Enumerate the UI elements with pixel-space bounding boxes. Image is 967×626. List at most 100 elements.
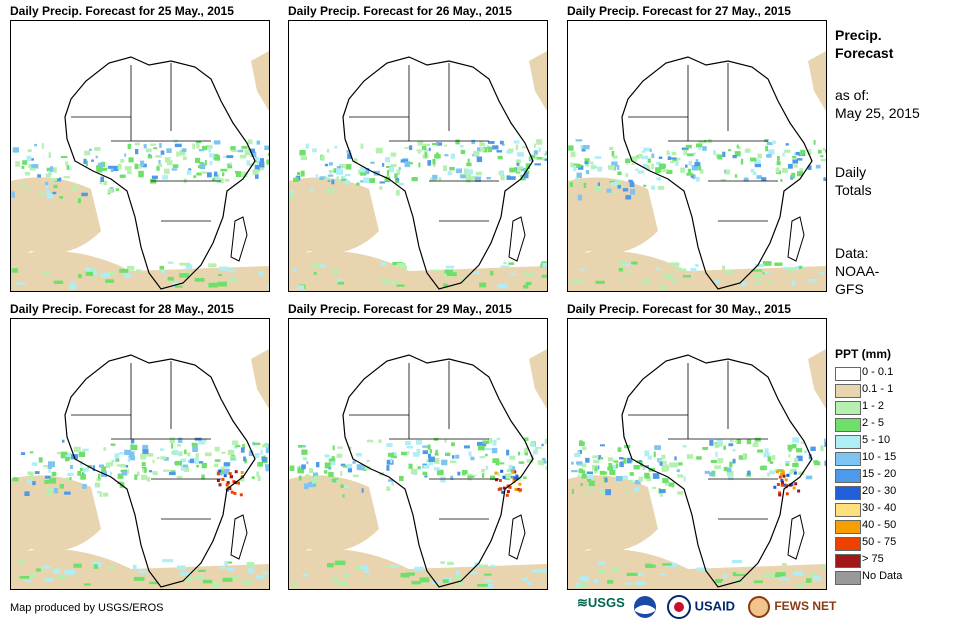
rain-cell bbox=[344, 485, 350, 488]
rain-cell bbox=[340, 484, 344, 489]
rain-cell bbox=[24, 491, 30, 496]
rain-cell bbox=[456, 168, 462, 174]
heavy-rain-cell bbox=[494, 471, 498, 475]
rain-cell bbox=[324, 470, 328, 474]
rain-cell bbox=[633, 487, 640, 492]
rain-cell bbox=[659, 285, 667, 289]
rain-cell bbox=[509, 273, 516, 276]
precip-map bbox=[10, 20, 270, 292]
rain-cell bbox=[124, 449, 132, 456]
rain-cell bbox=[492, 145, 499, 150]
rain-cell bbox=[254, 157, 260, 161]
rain-cell bbox=[96, 166, 103, 173]
ocean-dry-area bbox=[568, 251, 826, 291]
rain-cell bbox=[379, 186, 383, 190]
rain-cell bbox=[244, 149, 251, 156]
rain-cell bbox=[475, 171, 482, 176]
heavy-rain-cell bbox=[515, 474, 519, 478]
rain-cell bbox=[57, 575, 67, 580]
rain-cell bbox=[754, 160, 761, 166]
rain-cell bbox=[396, 169, 401, 176]
rain-cell bbox=[467, 473, 473, 477]
rain-cell bbox=[402, 158, 409, 161]
rain-cell bbox=[250, 151, 257, 157]
rain-cell bbox=[656, 161, 661, 165]
rain-cell bbox=[31, 462, 38, 466]
rain-cell bbox=[52, 191, 57, 195]
rain-cell bbox=[206, 144, 213, 149]
rain-cell bbox=[141, 462, 146, 467]
rain-cell bbox=[575, 177, 579, 183]
rain-cell bbox=[82, 468, 89, 472]
rain-cell bbox=[447, 171, 452, 176]
heavy-rain-cell bbox=[506, 490, 510, 494]
rain-cell bbox=[222, 172, 225, 177]
rain-cell bbox=[732, 449, 736, 452]
rain-cell bbox=[695, 264, 699, 267]
rain-cell bbox=[805, 578, 812, 583]
rain-cell bbox=[95, 155, 98, 159]
rain-cell bbox=[146, 453, 154, 457]
rain-cell bbox=[581, 180, 584, 183]
rain-cell bbox=[577, 194, 582, 201]
ocean-dry-area bbox=[11, 177, 101, 261]
rain-cell bbox=[360, 464, 365, 467]
rain-cell bbox=[651, 153, 655, 158]
rain-cell bbox=[184, 577, 191, 582]
rain-cell bbox=[150, 143, 156, 146]
noaa-logo bbox=[633, 595, 657, 619]
rain-cell bbox=[625, 582, 632, 586]
rain-cell bbox=[229, 456, 236, 459]
rain-cell bbox=[247, 139, 253, 145]
rain-cell bbox=[227, 449, 235, 456]
rain-cell bbox=[667, 156, 671, 160]
rain-cell bbox=[108, 461, 113, 467]
rain-cell bbox=[386, 443, 393, 447]
rain-cell bbox=[63, 176, 70, 179]
rain-cell bbox=[524, 170, 530, 174]
rain-cell bbox=[597, 166, 603, 172]
rain-cell bbox=[328, 170, 334, 173]
rain-cell bbox=[585, 457, 590, 463]
rain-cell bbox=[646, 164, 650, 170]
legend-label: 1 - 2 bbox=[862, 400, 885, 412]
rain-cell bbox=[61, 451, 68, 455]
heavy-rain-cell bbox=[782, 474, 786, 478]
rain-cell bbox=[753, 282, 762, 285]
rain-cell bbox=[140, 457, 146, 460]
rain-cell bbox=[432, 143, 439, 146]
rain-cell bbox=[110, 443, 116, 446]
sidebar-asof: as of: May 25, 2015 bbox=[835, 86, 920, 122]
usgs-wave-icon: ≋ bbox=[577, 595, 588, 610]
rain-cell bbox=[608, 463, 613, 469]
rain-cell bbox=[263, 455, 266, 458]
rain-cell bbox=[163, 457, 169, 461]
rain-cell bbox=[572, 279, 583, 283]
rain-cell bbox=[479, 282, 487, 288]
rain-cell bbox=[825, 149, 826, 153]
heavy-rain-cell bbox=[778, 475, 782, 479]
legend-swatch bbox=[835, 486, 861, 500]
heavy-rain-cell bbox=[234, 470, 238, 474]
rain-cell bbox=[110, 168, 114, 173]
rain-cell bbox=[756, 175, 762, 179]
rain-cell bbox=[455, 454, 460, 459]
legend-label: 5 - 10 bbox=[862, 434, 891, 446]
rain-cell bbox=[454, 575, 462, 580]
rain-cell bbox=[169, 472, 176, 476]
rain-cell bbox=[687, 168, 691, 174]
heavy-rain-cell bbox=[216, 472, 220, 476]
rain-cell bbox=[389, 167, 394, 173]
rain-cell bbox=[196, 172, 202, 176]
rain-cell bbox=[65, 477, 71, 481]
rain-cell bbox=[728, 443, 734, 447]
rain-cell bbox=[800, 441, 805, 444]
rain-cell bbox=[20, 452, 26, 455]
rain-cell bbox=[127, 457, 130, 463]
rain-cell bbox=[105, 279, 114, 283]
rain-cell bbox=[257, 461, 263, 467]
rain-cell bbox=[161, 269, 166, 273]
rain-cell bbox=[39, 191, 44, 195]
rain-cell bbox=[298, 444, 303, 448]
heavy-rain-cell bbox=[778, 491, 782, 495]
